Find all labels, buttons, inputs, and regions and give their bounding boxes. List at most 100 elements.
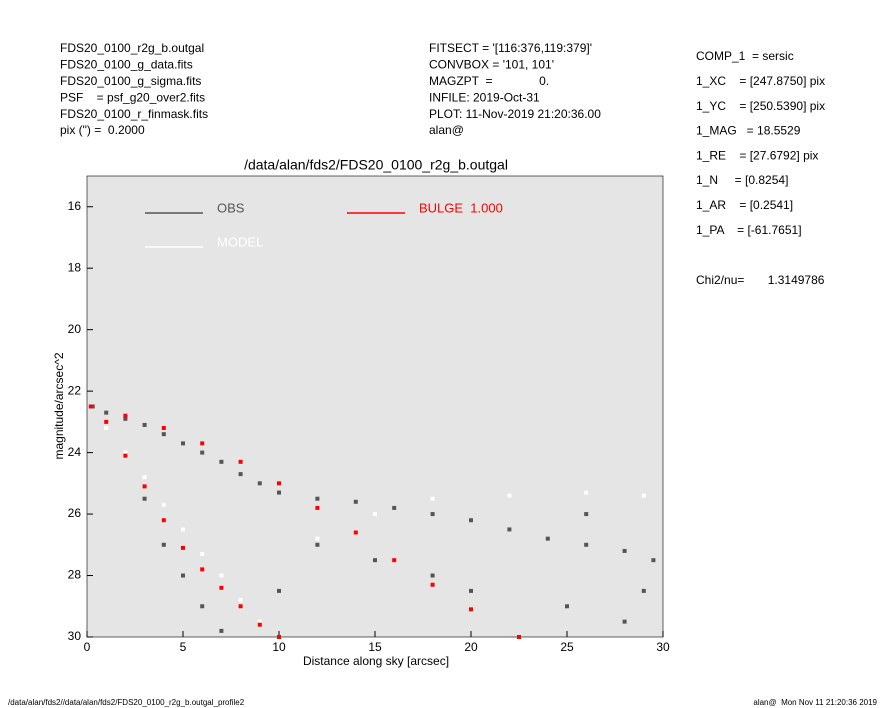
data-point <box>430 512 435 517</box>
data-point <box>238 598 243 603</box>
legend-label: MODEL <box>217 234 263 249</box>
data-point <box>565 604 569 609</box>
x-tick-label: 20 <box>464 640 478 654</box>
header-middle-line: MAGZPT = 0. <box>429 74 549 88</box>
data-point <box>104 419 109 424</box>
y-tick-label: 22 <box>68 383 82 397</box>
plot-area <box>86 175 664 638</box>
data-point <box>622 619 627 624</box>
y-axis-label: magnitude/arcsec^2 <box>52 352 66 459</box>
y-tick-label: 26 <box>68 506 82 520</box>
x-tick-label: 30 <box>656 640 670 654</box>
data-point <box>430 573 435 578</box>
data-point <box>219 573 224 578</box>
header-middle-line: PLOT: 11-Nov-2019 21:20:36.00 <box>429 107 601 121</box>
data-point <box>277 635 281 639</box>
chart-title: /data/alan/fds2/FDS20_0100_r2g_b.outgal <box>244 157 508 173</box>
fit-parameter: 1_AR = [0.2541] <box>696 198 793 212</box>
data-point <box>142 422 147 427</box>
data-point <box>257 619 262 624</box>
data-point <box>315 496 320 501</box>
data-point <box>161 542 166 547</box>
data-point <box>219 459 224 464</box>
x-tick-label: 25 <box>560 640 574 654</box>
header-middle-line: alan@ <box>429 123 464 137</box>
data-point <box>584 542 589 547</box>
data-point <box>507 527 512 532</box>
fit-parameter: COMP_1 = sersic <box>696 49 794 63</box>
data-point <box>507 493 512 498</box>
data-point <box>181 573 185 578</box>
y-tick-label: 28 <box>68 568 82 582</box>
legend-label: BULGE 1.000 <box>419 200 503 215</box>
legend-label: OBS <box>217 200 245 215</box>
data-point <box>257 481 262 486</box>
data-point <box>219 585 224 590</box>
data-point <box>88 404 93 409</box>
fit-parameter: 1_XC = [247.8750] pix <box>696 74 825 88</box>
header-left-line: PSF = psf_g20_over2.fits <box>60 90 205 104</box>
fit-parameter: 1_MAG = 18.5529 <box>696 124 801 138</box>
data-point <box>353 499 358 504</box>
data-point <box>651 558 656 563</box>
y-tick-label: 30 <box>68 629 82 643</box>
data-point <box>622 548 627 553</box>
data-point <box>142 496 147 501</box>
data-point <box>353 530 358 535</box>
fit-parameter: 1_YC = [250.5390] pix <box>696 99 825 113</box>
data-point <box>123 416 128 421</box>
data-point <box>200 567 205 572</box>
data-point <box>161 502 166 507</box>
y-tick-label: 16 <box>68 199 82 213</box>
data-point <box>392 558 397 563</box>
footer-left: /data/alan/fds2//data/alan/fds2/FDS20_01… <box>8 698 245 707</box>
data-point <box>373 558 377 563</box>
data-point <box>181 441 185 446</box>
data-point <box>257 622 262 627</box>
data-point <box>104 426 109 431</box>
x-tick-label: 0 <box>84 640 91 654</box>
header-middle-line: CONVBOX = '101, 101' <box>429 58 554 72</box>
data-point <box>373 512 377 517</box>
data-point <box>277 588 281 593</box>
data-point <box>545 536 550 541</box>
data-point <box>584 512 589 517</box>
data-point <box>161 432 166 437</box>
header-left-line: pix (") = 0.2000 <box>60 123 145 137</box>
data-point <box>469 518 473 523</box>
data-point <box>641 493 646 498</box>
data-point <box>123 413 128 418</box>
data-point <box>161 518 166 523</box>
data-point <box>430 582 435 587</box>
x-tick-label: 10 <box>272 640 286 654</box>
data-point <box>315 542 320 547</box>
data-point <box>238 472 243 477</box>
data-point <box>315 505 320 510</box>
data-point <box>219 628 224 633</box>
x-tick-label: 15 <box>368 640 382 654</box>
data-point <box>200 604 205 609</box>
data-point <box>315 536 320 541</box>
y-tick-label: 20 <box>68 322 82 336</box>
data-point <box>277 490 281 495</box>
data-point <box>200 450 205 455</box>
data-point <box>181 527 185 532</box>
data-point <box>200 441 205 446</box>
data-point <box>584 490 589 495</box>
header-left-line: FDS20_0100_r2g_b.outgal <box>60 41 204 55</box>
chi2: Chi2/nu= 1.3149786 <box>696 273 825 287</box>
x-tick-label: 5 <box>180 640 187 654</box>
data-point <box>392 505 397 510</box>
y-tick-label: 24 <box>68 445 82 459</box>
data-point <box>161 426 166 431</box>
fit-parameter: 1_N = [0.8254] <box>696 173 788 187</box>
data-point <box>181 545 185 550</box>
footer-right: alan@ Mon Nov 11 21:20:36 2019 <box>753 698 877 707</box>
fit-parameter: 1_PA = [-61.7651] <box>696 223 802 237</box>
data-point <box>277 481 281 486</box>
data-point <box>238 604 243 609</box>
data-point <box>238 459 243 464</box>
header-middle-line: FITSECT = '[116:376,119:379]' <box>429 41 592 55</box>
